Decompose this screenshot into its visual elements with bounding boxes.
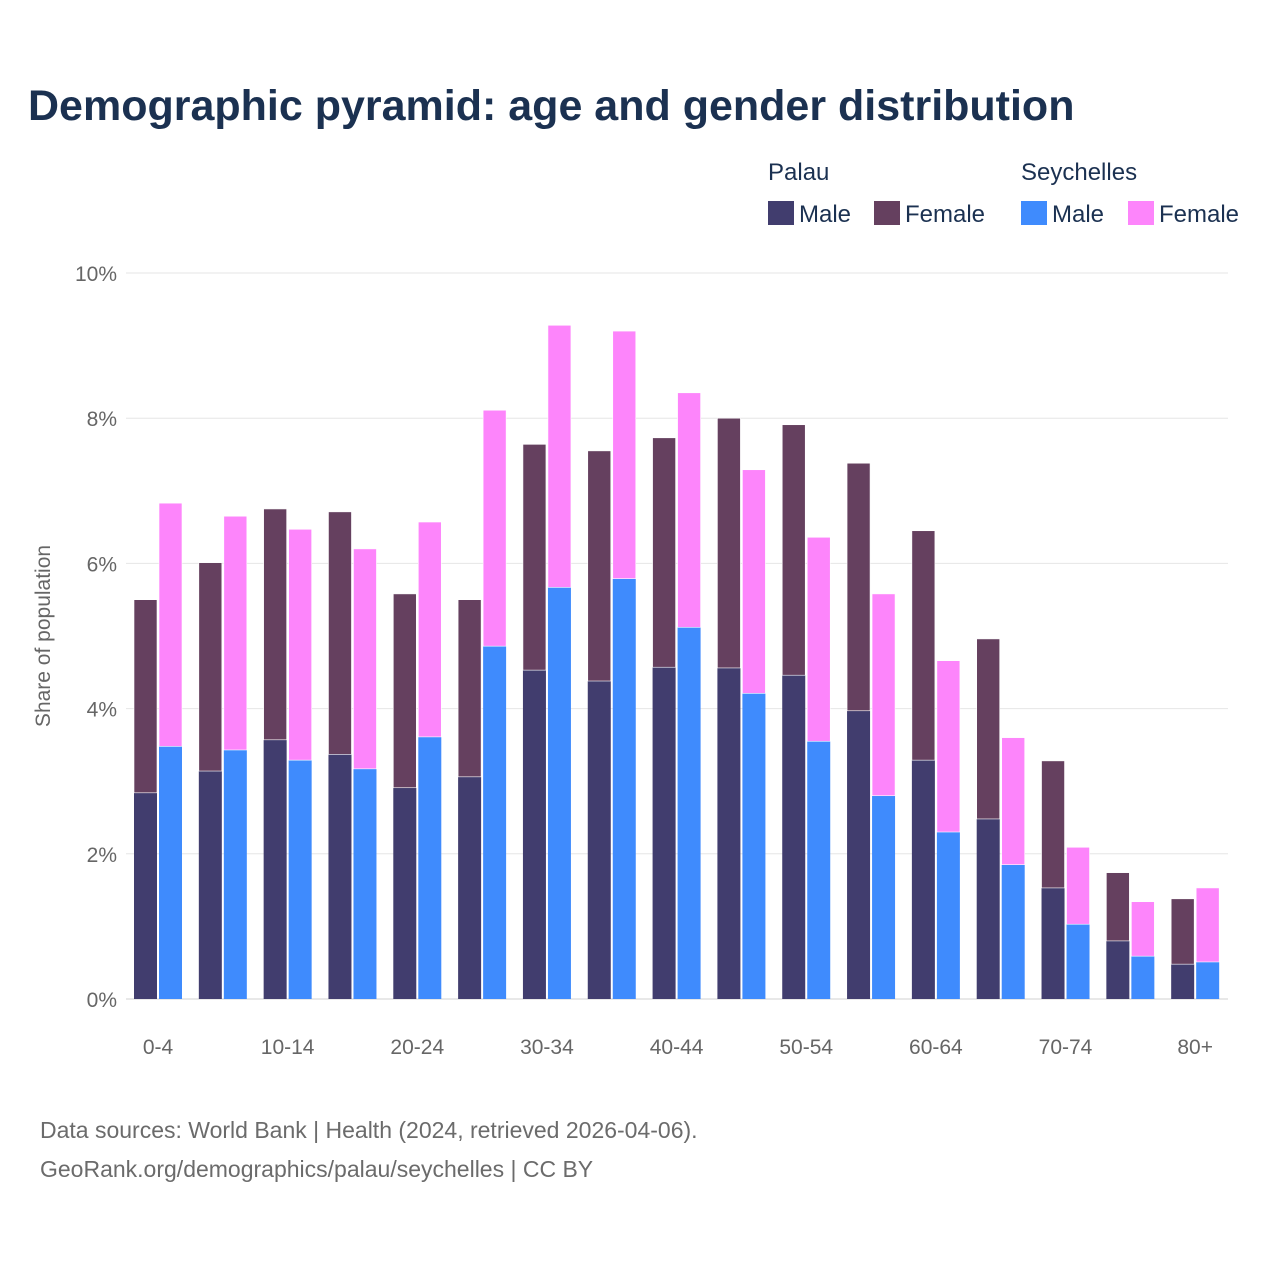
bar-palau-female <box>198 562 223 772</box>
x-tick-label: 40-44 <box>650 1036 704 1059</box>
bar-palau-female <box>392 593 417 789</box>
bar-palau-female <box>587 450 612 682</box>
bar-palau-female <box>1170 898 1195 965</box>
bar-palau-female <box>1041 760 1065 889</box>
bar-palau-male <box>1171 964 1195 999</box>
x-tick-label: 80+ <box>1177 1036 1213 1059</box>
bar-seychelles-male <box>807 741 831 999</box>
x-tick-label: 20-24 <box>390 1036 444 1059</box>
bar-seychelles-female <box>158 502 183 747</box>
bar-palau-female <box>328 511 352 755</box>
bar-seychelles-female <box>1195 887 1220 963</box>
x-tick-label: 0-4 <box>143 1036 174 1059</box>
bar-seychelles-female <box>871 593 896 797</box>
bar-palau-male <box>1041 887 1065 999</box>
legend-swatch-seychelles-male <box>1021 201 1047 225</box>
bar-palau-female <box>717 417 741 669</box>
bar-seychelles-male <box>353 768 377 999</box>
bar-palau-male <box>458 776 482 999</box>
legend-group-seychelles: Seychelles <box>1021 159 1137 186</box>
bar-palau-male <box>652 667 676 999</box>
bar-seychelles-male <box>159 746 182 999</box>
bar-seychelles-female <box>806 536 831 742</box>
bar-palau-male <box>263 739 287 999</box>
bar-palau-male <box>328 754 352 999</box>
bar-seychelles-female <box>677 392 701 628</box>
bar-palau-male <box>717 667 741 999</box>
bar-palau-male <box>587 681 611 999</box>
legend-swatch-palau-female <box>874 201 900 225</box>
bar-seychelles-female <box>742 469 766 694</box>
bar-seychelles-male <box>547 587 571 999</box>
bar-seychelles-male <box>418 736 442 999</box>
bar-seychelles-female <box>482 409 507 647</box>
bar-palau-male <box>1106 940 1130 999</box>
bar-seychelles-female <box>1001 737 1026 865</box>
bar-seychelles-female <box>1131 901 1155 957</box>
bar-seychelles-female <box>612 330 637 579</box>
y-axis-label: Share of population <box>32 545 55 727</box>
bar-palau-female <box>263 508 287 741</box>
bar-seychelles-male <box>1066 924 1090 999</box>
bar-palau-female <box>652 437 676 668</box>
x-tick-label: 50-54 <box>779 1036 833 1059</box>
y-tick-label: 8% <box>87 408 117 431</box>
bar-seychelles-female <box>1066 846 1090 925</box>
bar-palau-male <box>393 787 417 999</box>
x-tick-label: 30-34 <box>520 1036 574 1059</box>
source-line-2: GeoRank.org/demographics/palau/seychelle… <box>40 1156 594 1182</box>
y-tick-label: 10% <box>75 263 117 286</box>
bar-seychelles-male <box>223 749 247 999</box>
x-tick-label: 10-14 <box>261 1036 315 1059</box>
bar-seychelles-male <box>677 627 701 999</box>
y-tick-label: 2% <box>87 844 117 867</box>
bar-seychelles-male <box>742 693 766 999</box>
bar-seychelles-female <box>417 521 442 738</box>
bar-seychelles-male <box>1131 956 1155 999</box>
bar-seychelles-male <box>483 646 507 999</box>
chart-title: Demographic pyramid: age and gender dist… <box>28 82 1075 130</box>
bar-seychelles-female <box>288 528 312 761</box>
bar-seychelles-female <box>936 660 961 833</box>
legend-label-palau-male: Male <box>799 201 851 228</box>
x-tick-label: 70-74 <box>1039 1036 1093 1059</box>
legend-group-palau: Palau <box>768 159 829 186</box>
legend-swatch-palau-male <box>768 201 794 225</box>
y-tick-label: 6% <box>87 553 117 576</box>
bar-palau-female <box>133 599 158 794</box>
bar-palau-female <box>911 530 936 761</box>
bar-seychelles-female <box>353 548 377 770</box>
legend-label-seychelles-male: Male <box>1052 201 1104 228</box>
bar-palau-female <box>457 599 482 778</box>
bar-palau-male <box>976 818 1000 999</box>
bar-palau-female <box>781 424 806 676</box>
y-tick-label: 0% <box>87 989 117 1012</box>
x-tick-label: 60-64 <box>909 1036 963 1059</box>
source-line-1: Data sources: World Bank | Health (2024,… <box>40 1117 698 1143</box>
legend-label-seychelles-female: Female <box>1159 201 1239 228</box>
bar-palau-male <box>847 710 871 999</box>
bar-palau-female <box>1106 872 1130 942</box>
bar-seychelles-male <box>612 578 636 999</box>
bar-palau-female <box>846 462 871 712</box>
legend-label-palau-female: Female <box>905 201 985 228</box>
bar-seychelles-male <box>1001 864 1025 999</box>
bar-seychelles-male <box>936 832 960 999</box>
bar-seychelles-female <box>223 515 248 751</box>
bar-palau-female <box>522 444 547 671</box>
bar-seychelles-male <box>1196 961 1220 999</box>
bar-palau-male <box>198 771 222 999</box>
bar-palau-female <box>976 638 1001 820</box>
bar-seychelles-male <box>872 795 896 999</box>
bar-palau-male <box>782 675 806 999</box>
legend: Palau Male Female Seychelles Male Female <box>768 159 1239 228</box>
y-tick-label: 4% <box>87 699 117 722</box>
bar-palau-male <box>911 760 935 999</box>
bar-seychelles-female <box>547 324 572 588</box>
legend-swatch-seychelles-female <box>1128 201 1154 225</box>
bar-palau-male <box>522 670 546 999</box>
bar-palau-male <box>134 792 157 999</box>
bar-seychelles-male <box>288 760 312 999</box>
